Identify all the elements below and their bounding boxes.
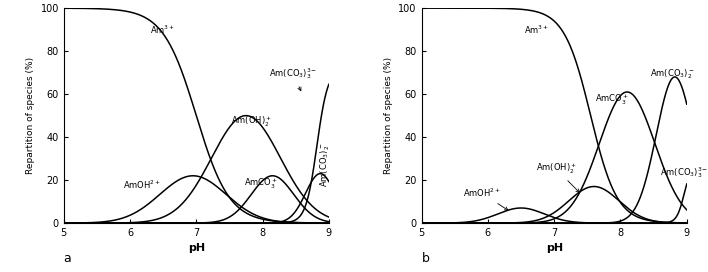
Text: Am(CO$_3$)$_2^-$: Am(CO$_3$)$_2^-$ xyxy=(651,68,695,81)
Text: a: a xyxy=(64,252,72,265)
Text: Am(CO$_3$)$_3^{3-}$: Am(CO$_3$)$_3^{3-}$ xyxy=(661,165,708,180)
Text: Am(OH)$_2^+$: Am(OH)$_2^+$ xyxy=(231,115,272,129)
Text: AmCO$_3^+$: AmCO$_3^+$ xyxy=(595,93,629,107)
Text: AmCO$_3^+$: AmCO$_3^+$ xyxy=(244,177,278,191)
X-axis label: pH: pH xyxy=(188,243,205,254)
Text: Am(OH)$_2^+$: Am(OH)$_2^+$ xyxy=(536,162,579,193)
Text: Am(CO$_3$)$_2^-$: Am(CO$_3$)$_2^-$ xyxy=(319,142,332,187)
X-axis label: pH: pH xyxy=(546,243,563,254)
Text: AmOH$^{2+}$: AmOH$^{2+}$ xyxy=(123,178,161,191)
Text: Am$^{3+}$: Am$^{3+}$ xyxy=(150,24,175,36)
Y-axis label: Repartition of species (%): Repartition of species (%) xyxy=(26,57,35,174)
Text: Am(CO$_3$)$_3^{3-}$: Am(CO$_3$)$_3^{3-}$ xyxy=(269,67,317,91)
Text: b: b xyxy=(422,252,430,265)
Y-axis label: Repartition of species (%): Repartition of species (%) xyxy=(384,57,393,174)
Text: Am$^{3+}$: Am$^{3+}$ xyxy=(525,24,549,36)
Text: AmOH$^{2+}$: AmOH$^{2+}$ xyxy=(463,187,508,210)
